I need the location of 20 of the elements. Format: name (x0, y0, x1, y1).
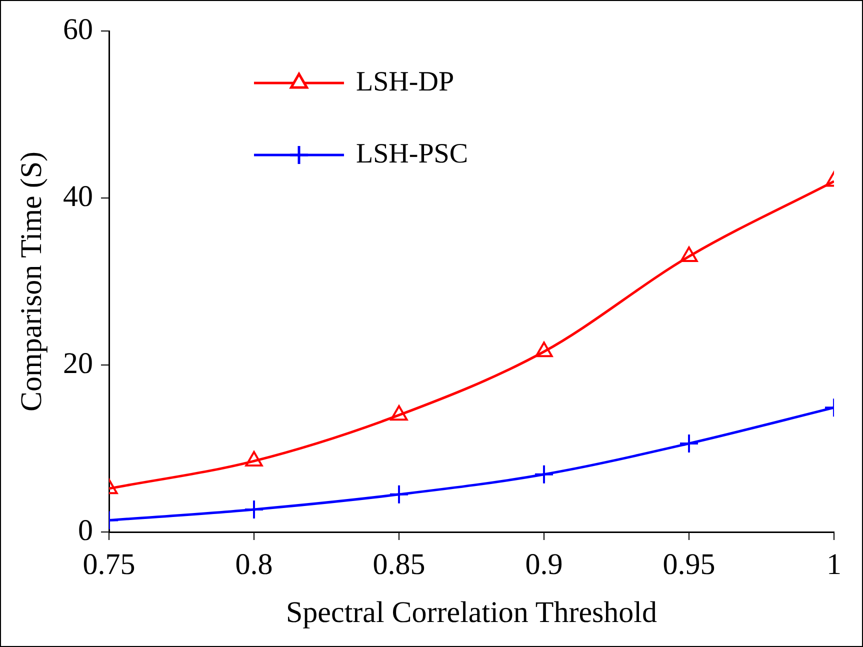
x-tick-label: 0.95 (662, 548, 716, 581)
y-tick-label: 60 (63, 12, 93, 46)
point (390, 405, 408, 421)
point (245, 451, 263, 467)
x-tick-label: 1 (826, 548, 842, 581)
x-tick-label: 0.75 (82, 548, 136, 581)
y-tick-label: 40 (63, 180, 93, 213)
x-tick-label: 0.8 (235, 548, 273, 581)
point (244, 499, 264, 520)
y-axis-title: Comparison Time (S) (14, 151, 48, 412)
y-tick-label: 0 (78, 514, 93, 547)
x-axis-title: Spectral Correlation Threshold (286, 596, 658, 629)
point (389, 484, 409, 504)
point (535, 342, 553, 358)
x-tick-label: 0.9 (525, 548, 563, 581)
legend-label: LSH-DP (356, 66, 454, 98)
point (534, 464, 554, 484)
legend-label: LSH-PSC (356, 138, 468, 170)
y-tick-label: 20 (63, 346, 93, 380)
x-tick-label: 0.85 (372, 548, 426, 581)
